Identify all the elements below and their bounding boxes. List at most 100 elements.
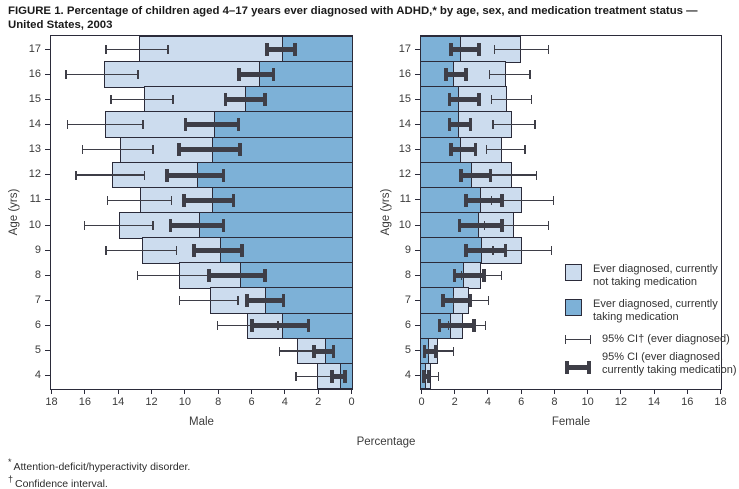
footnote-ci-text: Confidence interval.: [15, 477, 108, 489]
x-tick-mark: [520, 390, 522, 394]
y-tick-label: 13: [398, 143, 411, 156]
x-tick-label: 12: [614, 396, 627, 408]
y-tick-mark: [415, 300, 420, 301]
figure-title: FIGURE 1. Percentage of children aged 4–…: [8, 5, 734, 32]
y-tick-label: 10: [28, 218, 41, 231]
y-tick-mark: [45, 274, 50, 276]
ci-ever-diagnosed: [65, 69, 139, 79]
legend-label-not-taking: Ever diagnosed, currently not taking med…: [593, 263, 718, 288]
ci-taking-medication: [464, 243, 508, 257]
ci-ever-diagnosed: [105, 44, 169, 54]
ci-taking-medication: [192, 243, 244, 257]
figure-title-line1: FIGURE 1. Percentage of children aged 4–…: [8, 5, 698, 17]
thick-error-bar-icon: [565, 361, 591, 374]
ci-taking-medication: [447, 93, 481, 107]
x-tick-mark: [487, 390, 489, 394]
y-tick-label: 12: [28, 168, 41, 181]
y-tick-mark: [415, 249, 420, 251]
x-tick-label: 18: [45, 396, 58, 408]
ci-taking-medication: [165, 168, 226, 182]
x-tick-label: 16: [78, 396, 91, 408]
x-tick-mark: [720, 390, 721, 394]
y-tick-mark: [415, 98, 420, 100]
ci-taking-medication: [312, 344, 336, 358]
legend-label-thin-ci: 95% CI† (ever diagnosed): [602, 333, 730, 345]
y-tick-label: 4: [404, 369, 411, 382]
y-tick-label: 12: [398, 168, 411, 181]
x-tick-label: 16: [681, 396, 694, 408]
y-tick-mark: [415, 224, 420, 226]
footnotes: * Attention-deficit/hyperactivity disorde…: [8, 456, 190, 489]
x-tick-label: 6: [518, 396, 525, 408]
y-tick-label: 15: [28, 92, 41, 105]
legend: Ever diagnosed, currently not taking med…: [565, 263, 739, 377]
y-tick-mark: [45, 300, 50, 301]
ci-ever-diagnosed: [489, 69, 531, 79]
legend-label-thick-ci: 95% CI (ever diagnosed, currently taking…: [602, 351, 737, 376]
legend-item-taking: Ever diagnosed, currently taking medicat…: [565, 298, 739, 324]
y-tick-mark: [45, 224, 50, 226]
y-tick-mark: [45, 149, 50, 151]
y-tick-mark: [415, 124, 420, 125]
ci-taking-medication: [207, 269, 267, 283]
ci-taking-medication: [440, 294, 473, 308]
y-tick-label: 17: [398, 42, 411, 55]
ci-taking-medication: [265, 42, 297, 56]
x-tick-mark: [317, 390, 319, 394]
legend-item-thick-ci: 95% CI (ever diagnosed, currently taking…: [565, 351, 739, 377]
y-tick-label: 8: [34, 268, 41, 281]
x-tick-mark: [151, 390, 152, 394]
ci-ever-diagnosed: [67, 120, 144, 130]
y-tick-label: 4: [34, 369, 41, 382]
x-tick-label: 4: [484, 396, 491, 408]
ci-taking-medication: [421, 369, 431, 383]
ci-ever-diagnosed: [295, 371, 332, 381]
figure-title-line2: United States, 2003: [8, 18, 113, 31]
x-tick-label: 8: [551, 396, 558, 408]
footnote-asterisk: *: [8, 457, 12, 467]
ci-ever-diagnosed: [107, 195, 172, 205]
x-tick-mark: [686, 390, 688, 394]
x-tick-label: 2: [451, 396, 458, 408]
bar-taking-medication: [421, 36, 461, 63]
ci-taking-medication: [449, 143, 478, 157]
y-tick-label: 13: [28, 143, 41, 156]
x-tick-label: 14: [647, 396, 661, 408]
ci-ever-diagnosed: [83, 220, 154, 230]
ci-ever-diagnosed: [485, 145, 526, 155]
y-tick-label: 8: [404, 268, 411, 281]
x-tick-mark: [421, 390, 422, 394]
ci-taking-medication: [459, 168, 493, 182]
female-y-axis-title: Age (yrs): [380, 188, 392, 236]
x-tick-mark: [184, 390, 186, 394]
y-tick-label: 6: [404, 319, 411, 332]
y-tick-label: 6: [34, 319, 41, 332]
y-tick-label: 9: [404, 243, 411, 256]
ci-taking-medication: [330, 369, 347, 383]
ci-ever-diagnosed: [82, 145, 154, 155]
y-tick-label: 11: [29, 193, 41, 206]
y-tick-mark: [45, 375, 50, 377]
ci-ever-diagnosed: [278, 346, 314, 356]
ci-taking-medication: [250, 319, 311, 333]
ci-taking-medication: [452, 269, 486, 283]
ci-ever-diagnosed: [110, 95, 174, 105]
y-tick-label: 16: [28, 67, 41, 80]
y-tick-label: 5: [404, 344, 411, 357]
y-tick-label: 16: [398, 67, 411, 80]
ci-taking-medication: [447, 118, 473, 132]
footnote-adhd-text: Attention-deficit/hyperactivity disorder…: [13, 460, 191, 473]
legend-swatch-not-taking-medication: [565, 264, 582, 281]
ci-ever-diagnosed: [489, 170, 538, 180]
male-y-axis-title: Age (yrs): [8, 188, 20, 236]
ci-ever-diagnosed: [490, 95, 533, 105]
y-tick-mark: [45, 325, 50, 327]
y-tick-label: 17: [28, 42, 41, 55]
female-chart-plot-area: [420, 35, 722, 390]
ci-taking-medication: [449, 42, 481, 56]
x-tick-label: 8: [215, 396, 222, 408]
ci-taking-medication: [168, 218, 226, 232]
x-tick-mark: [351, 390, 352, 394]
legend-label-taking: Ever diagnosed, currently taking medicat…: [593, 298, 718, 323]
legend-swatch-taking-medication: [565, 299, 582, 316]
